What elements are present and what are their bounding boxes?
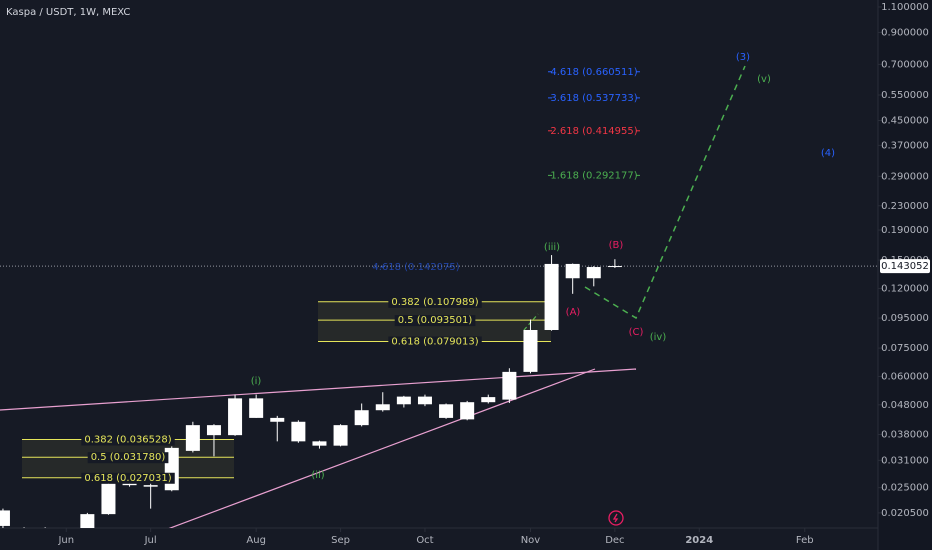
wave-label: (A) — [566, 307, 581, 318]
y-tick-label: 0.230000 — [881, 201, 929, 212]
y-tick-label: 0.700000 — [881, 59, 929, 70]
candle-body — [80, 514, 95, 528]
y-tick-label: 0.290000 — [881, 171, 929, 182]
wave-label: (iii) — [544, 242, 560, 253]
candle-body — [312, 441, 327, 446]
fib-label-bg — [388, 336, 482, 348]
wave-label: (v) — [757, 74, 771, 85]
wave-label: (i) — [251, 376, 262, 387]
y-tick-label: 0.550000 — [881, 90, 929, 101]
y-tick-label: 0.031000 — [881, 455, 929, 466]
candle-body — [101, 483, 116, 515]
fib-label: 3.618 (0.537733) — [550, 93, 637, 104]
y-tick-label: 0.095000 — [881, 313, 929, 324]
x-tick-label: 2024 — [685, 535, 713, 546]
x-tick-label: Feb — [796, 535, 814, 546]
event-icon — [608, 510, 624, 526]
candle-body — [523, 329, 538, 372]
wave-label: (ii) — [311, 470, 324, 481]
fib-label: 0.382 (0.036528) — [84, 435, 171, 446]
candle-body — [544, 263, 559, 330]
candle-body — [375, 404, 390, 411]
y-tick-label: 0.370000 — [881, 140, 929, 151]
x-tick-label: Oct — [416, 535, 433, 546]
x-tick-label: Aug — [246, 535, 266, 546]
wave-label: (iv) — [650, 332, 667, 343]
price-axis-panel — [878, 0, 932, 550]
y-tick-label: 0.900000 — [881, 27, 929, 38]
candle-body — [249, 398, 264, 418]
y-tick-label: 0.038000 — [881, 429, 929, 440]
candle-body — [270, 417, 285, 422]
last-price-badge — [880, 259, 930, 274]
fib-label-bg — [81, 472, 175, 484]
chart-title: Kaspa / USDT, 1W, MEXC — [6, 7, 130, 18]
wave-label: (C) — [629, 327, 644, 338]
candle-body — [586, 267, 601, 279]
trend-line — [168, 368, 596, 528]
y-tick-label: 0.020500 — [881, 508, 929, 519]
y-tick-label: 0.120000 — [881, 283, 929, 294]
candle-body — [185, 425, 200, 451]
candle-body — [439, 404, 454, 418]
fib-label-bg — [394, 315, 476, 327]
y-tick-label: 1.100000 — [881, 2, 929, 13]
x-tick-label: Jul — [144, 535, 157, 546]
candle-body — [143, 485, 158, 487]
y-tick-label: 0.048000 — [881, 400, 929, 411]
last-price-label: 0.143052 — [881, 261, 929, 272]
wave-label: (B) — [609, 240, 624, 251]
fib-label: 4.618 (0.660511) — [550, 67, 637, 78]
candle-body — [0, 510, 10, 526]
wave-label: (4) — [821, 148, 835, 159]
fib-label: 4.618 (0.142075) — [372, 262, 459, 273]
candle-body — [396, 396, 411, 405]
candle-body — [481, 397, 496, 403]
x-tick-label: Sep — [331, 535, 350, 546]
y-tick-label: 0.075000 — [881, 343, 929, 354]
fib-label-bg — [87, 452, 169, 464]
fib-label: 0.5 (0.093501) — [398, 315, 473, 326]
candle-body — [206, 425, 221, 436]
fib-label: 0.5 (0.031780) — [91, 452, 166, 463]
candle-body — [417, 396, 432, 405]
projection-path — [523, 313, 539, 331]
fib-label: 0.618 (0.027031) — [84, 473, 171, 484]
candle-body — [460, 402, 475, 420]
candle-body — [122, 483, 137, 486]
x-tick-label: Dec — [605, 535, 624, 546]
candle-body — [333, 425, 348, 446]
candle-body — [607, 266, 622, 268]
y-tick-label: 0.060000 — [881, 371, 929, 382]
candle-body — [565, 263, 580, 279]
x-tick-label: Jun — [57, 535, 74, 546]
fib-label-bg — [388, 296, 482, 308]
y-tick-label: 0.450000 — [881, 116, 929, 127]
candle-body — [228, 398, 243, 436]
y-tick-label: 0.190000 — [881, 225, 929, 236]
fib-label: 0.382 (0.107989) — [391, 297, 478, 308]
candle-body — [354, 410, 369, 426]
projection-path — [584, 65, 746, 320]
x-tick-label: Nov — [521, 535, 541, 546]
fib-label: 2.618 (0.414955) — [550, 126, 637, 137]
trend-line — [0, 368, 637, 411]
wave-label: (3) — [736, 52, 750, 63]
fib-label: 0.618 (0.079013) — [391, 336, 478, 347]
candle-body — [502, 371, 517, 400]
fib-label-bg — [81, 434, 175, 446]
candle-body — [291, 421, 306, 442]
y-tick-label: 0.025000 — [881, 483, 929, 494]
fib-label: 1.618 (0.292177) — [550, 170, 637, 181]
